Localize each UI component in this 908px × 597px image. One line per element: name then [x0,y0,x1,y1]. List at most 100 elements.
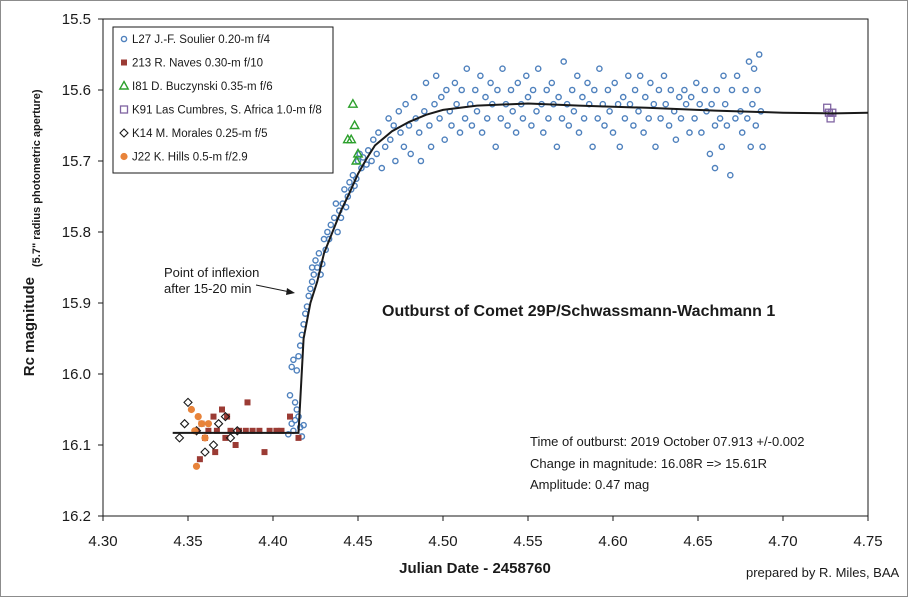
data-point-series-1 [212,449,219,456]
data-point-series-0 [332,200,340,207]
data-point-series-0 [415,129,423,136]
data-point-series-1 [256,427,263,434]
data-point-series-0 [504,122,511,129]
data-point-series-0 [426,122,433,129]
inflexion-label-line1: Point of inflexion [164,265,259,280]
data-point-series-0 [471,86,479,94]
y-axis-ticks: 15.5 15.6 15.7 15.8 15.9 16.0 16.1 16.2 [62,11,103,525]
data-point-series-0 [606,108,613,115]
data-point-series-0 [291,416,299,424]
data-point-series-5 [198,420,206,428]
legend-entry-label: K14 M. Morales 0.25-m f/5 [132,128,268,140]
data-point-series-0 [349,171,357,179]
data-point-series-0 [681,86,688,94]
data-point-series-0 [431,100,438,108]
data-point-series-0 [385,115,392,122]
data-point-series-0 [514,79,522,87]
data-point-series-0 [558,115,566,122]
data-point-series-0 [750,65,758,72]
data-point-series-0 [711,164,719,172]
legend-marker-4 [119,128,129,138]
data-point-series-0 [752,122,760,129]
data-point-series-0 [665,122,673,129]
legend-box [112,26,334,174]
data-point-series-0 [312,257,319,264]
data-point-series-0 [682,100,690,108]
y-axis-subtitle: (5.7" radius photometric aperture) [31,89,43,267]
data-point-series-0 [575,129,583,136]
data-point-series-0 [580,115,588,122]
data-point-series-0 [747,143,755,151]
data-point-series-0 [300,421,307,429]
y-tick-label: 16.2 [62,508,91,525]
data-point-series-0 [375,129,382,136]
data-point-series-0 [286,391,294,399]
data-point-series-0 [713,86,721,94]
data-point-series-0 [468,122,476,129]
data-point-series-0 [720,72,727,80]
data-point-series-1 [287,413,293,420]
data-point-series-0 [693,79,700,87]
data-point-series-0 [378,164,386,172]
data-point-series-3 [823,103,832,112]
data-point-series-5 [187,405,195,414]
data-point-series-0 [308,278,316,286]
data-point-series-0 [443,86,450,94]
data-point-series-0 [427,143,435,151]
data-point-series-0 [453,100,460,108]
data-point-series-4 [225,433,236,443]
data-point-series-0 [667,86,675,94]
data-point-series-0 [358,164,365,172]
y-tick-label: 15.8 [62,224,91,241]
credit-text: prepared by R. Miles, BAA [746,565,900,580]
data-point-series-0 [478,129,486,136]
data-point-series-0 [642,93,649,101]
data-point-series-0 [604,86,612,94]
data-point-series-0 [324,228,331,236]
data-point-series-0 [636,72,644,80]
data-point-series-0 [655,86,663,94]
data-point-series-0 [609,129,617,136]
data-point-series-0 [744,115,751,122]
data-point-series-0 [402,100,409,108]
data-point-series-0 [596,65,603,72]
data-point-series-1 [242,427,249,434]
data-point-series-0 [533,108,540,115]
x-tick-label: 4.50 [428,533,457,550]
x-tick-label: 4.40 [258,533,287,550]
data-point-series-0 [499,65,506,72]
legend-marker-3 [119,105,129,114]
legend-entry-label: K91 Las Cumbres, S. Africa 1.0-m f/8 [132,105,322,117]
data-point-series-5 [192,462,201,470]
data-point-series-1 [232,442,239,448]
legend-entry-label: I81 D. Buczynski 0.35-m f/6 [132,81,273,93]
data-point-series-4 [220,411,231,422]
data-point-series-0 [288,363,296,371]
data-point-series-0 [711,122,719,129]
data-point-series-0 [677,115,685,122]
data-point-series-0 [706,150,714,158]
y-tick-label: 16.1 [62,437,91,454]
data-point-series-0 [458,86,466,94]
data-point-series-0 [529,86,537,94]
data-point-series-0 [727,171,734,179]
data-point-series-0 [754,86,761,94]
data-point-series-0 [594,115,602,122]
data-point-series-5 [201,434,209,442]
data-point-series-0 [390,122,398,129]
data-point-series-0 [616,143,624,151]
data-point-series-0 [483,115,491,122]
data-point-series-0 [579,93,586,101]
data-point-series-0 [512,129,520,136]
data-point-series-0 [657,115,664,122]
data-point-series-0 [635,108,642,115]
data-point-series-0 [534,65,542,72]
y-tick-label: 15.6 [62,82,91,99]
data-point-series-0 [701,86,709,94]
data-point-series-0 [315,249,323,257]
data-point-series-1 [213,427,220,434]
data-point-series-0 [448,122,455,129]
legend-marker-1 [121,59,127,66]
x-tick-label: 4.35 [173,533,202,550]
data-point-series-4 [179,418,190,429]
